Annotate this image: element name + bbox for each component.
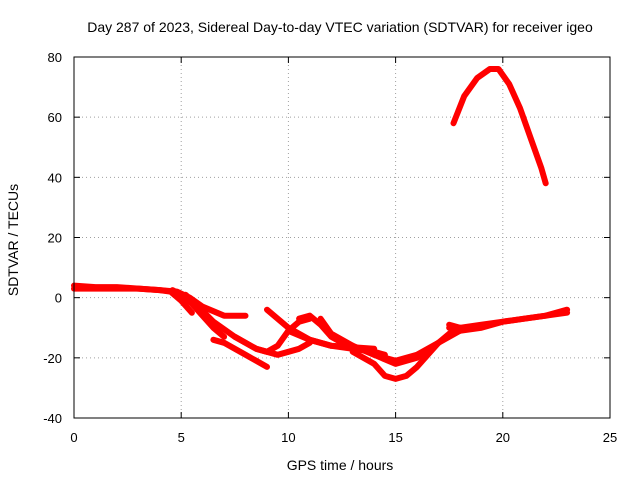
- x-tick-label: 20: [496, 430, 510, 445]
- ticks: 0 5 10 15 20 25 -40 -20 0 20 40 60 80: [43, 50, 617, 445]
- x-tick-label: 5: [178, 430, 185, 445]
- x-tick-label: 25: [603, 430, 617, 445]
- x-tick-label: 0: [70, 430, 77, 445]
- series-layer: [71, 66, 571, 382]
- y-tick-label: 40: [48, 170, 62, 185]
- y-tick-label: 0: [55, 291, 62, 306]
- y-tick-label: -20: [43, 351, 62, 366]
- x-tick-label: 10: [281, 430, 295, 445]
- y-tick-label: 80: [48, 50, 62, 65]
- series-line-15: [450, 66, 549, 187]
- series-line-12: [371, 327, 463, 367]
- y-tick-label: 20: [48, 231, 62, 246]
- series-line-14: [446, 306, 571, 331]
- x-axis-label: GPS time / hours: [287, 457, 394, 473]
- y-tick-label: -40: [43, 411, 62, 426]
- series-line-11: [349, 339, 442, 382]
- series-line-2: [71, 285, 195, 316]
- chart-title: Day 287 of 2023, Sidereal Day-to-day VTE…: [87, 19, 593, 35]
- series-line-6: [231, 333, 313, 358]
- series-line-5: [210, 336, 270, 370]
- x-tick-label: 15: [388, 430, 402, 445]
- y-axis-label: SDTVAR / TECUs: [5, 184, 21, 296]
- grid: [74, 57, 610, 418]
- y-tick-label: 60: [48, 110, 62, 125]
